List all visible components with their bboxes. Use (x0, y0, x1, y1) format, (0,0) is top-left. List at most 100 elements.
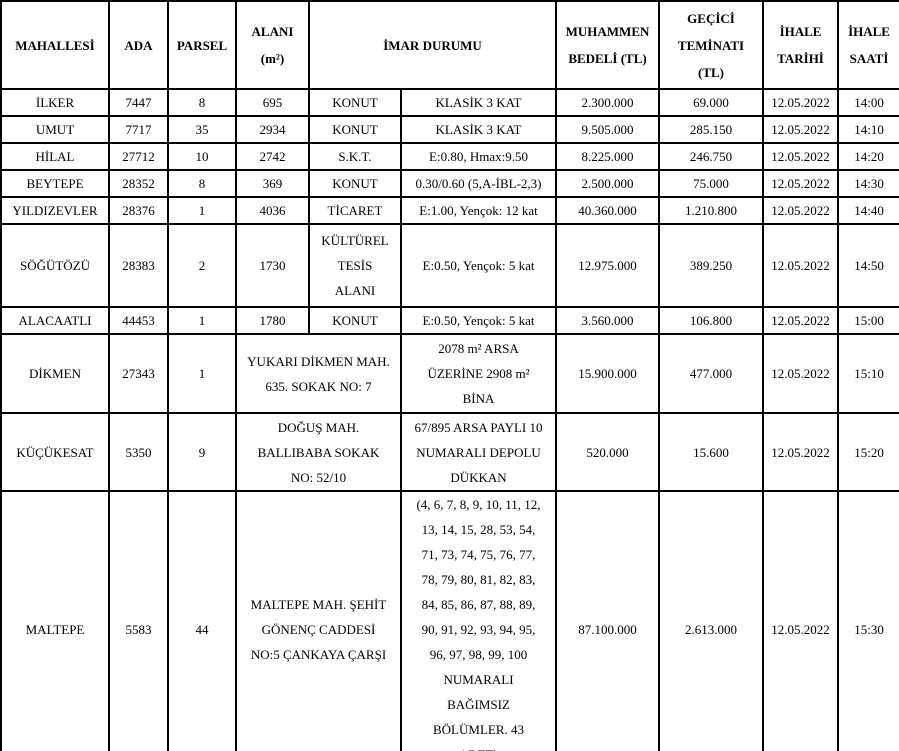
table-row-beytepe: BEYTEPE 28352 8 369 KONUT 0.30/0.60 (5,A… (0, 169, 899, 198)
cell-bedel: 9.505.000 (555, 115, 661, 144)
cell-imar-detay: E:1.00, Yençok: 12 kat (399, 196, 558, 225)
cell-ada: 28376 (108, 196, 169, 225)
cell-imar-detay: 67/895 ARSA PAYLI 10 NUMARALI DEPOLU DÜK… (399, 412, 558, 492)
cell-parsel: 8 (167, 169, 237, 198)
header-muhammen-bedeli: MUHAMMEN BEDELİ (TL) (555, 0, 661, 90)
cell-saat: 15:20 (837, 412, 899, 492)
cell-imar-detay: (4, 6, 7, 8, 9, 10, 11, 12, 13, 14, 15, … (399, 490, 558, 751)
cell-adres: DOĞUŞ MAH. BALLIBABA SOKAK NO: 52/10 (235, 412, 402, 492)
cell-mahalle: KÜÇÜKESAT (0, 412, 110, 492)
cell-saat: 14:40 (837, 196, 899, 225)
cell-bedel: 2.500.000 (555, 169, 661, 198)
header-alani: ALANI (m²) (235, 0, 310, 90)
cell-saat: 14:20 (837, 142, 899, 171)
cell-ada: 44453 (108, 306, 169, 335)
cell-ada: 7447 (108, 88, 169, 117)
cell-imar-detay: E:0.50, Yençok: 5 kat (399, 223, 558, 308)
cell-bedel: 8.225.000 (555, 142, 661, 171)
cell-ada: 7717 (108, 115, 169, 144)
cell-tarih: 12.05.2022 (762, 333, 840, 414)
cell-saat: 15:10 (837, 333, 899, 414)
cell-parsel: 9 (167, 412, 237, 492)
cell-imar-tip: KÜLTÜREL TESİS ALANI (308, 223, 402, 308)
cell-bedel: 12.975.000 (555, 223, 661, 308)
cell-tarih: 12.05.2022 (762, 169, 840, 198)
cell-bedel: 520.000 (555, 412, 661, 492)
cell-saat: 14:00 (837, 88, 899, 117)
cell-teminat: 75.000 (658, 169, 765, 198)
header-imar-durumu: İMAR DURUMU (307, 0, 558, 90)
cell-imar-tip: KONUT (308, 306, 402, 335)
cell-ada: 28352 (108, 169, 169, 198)
cell-imar-detay: KLASİK 3 KAT (399, 115, 558, 144)
cell-mahalle: ALACAATLI (0, 306, 110, 335)
header-ihale-tarihi: İHALE TARİHİ (762, 0, 840, 90)
cell-bedel: 15.900.000 (555, 333, 661, 414)
cell-bedel: 40.360.000 (555, 196, 661, 225)
table-row-hilal: HİLAL 27712 10 2742 S.K.T. E:0.80, Hmax:… (0, 142, 899, 171)
cell-alan: 1730 (235, 223, 310, 308)
cell-alan: 1780 (235, 306, 310, 335)
cell-bedel: 3.560.000 (555, 306, 661, 335)
cell-mahalle: MALTEPE (0, 490, 110, 751)
cell-alan: 2742 (235, 142, 310, 171)
cell-bedel: 2.300.000 (555, 88, 661, 117)
cell-imar-tip: S.K.T. (308, 142, 402, 171)
cell-saat: 15:00 (837, 306, 899, 335)
cell-saat: 14:10 (837, 115, 899, 144)
cell-adres: MALTEPE MAH. ŞEHİT GÖNENÇ CADDESİ NO:5 Ç… (235, 490, 402, 751)
table-row-maltepe: MALTEPE 5583 44 MALTEPE MAH. ŞEHİT GÖNEN… (0, 490, 899, 751)
cell-saat: 14:50 (837, 223, 899, 308)
table-row-alacaatli: ALACAATLI 44453 1 1780 KONUT E:0.50, Yen… (0, 306, 899, 335)
cell-imar-detay: 2078 m² ARSA ÜZERİNE 2908 m² BİNA (399, 333, 558, 414)
cell-imar-detay: E:0.50, Yençok: 5 kat (399, 306, 558, 335)
cell-mahalle: HİLAL (0, 142, 110, 171)
cell-imar-tip: KONUT (308, 115, 402, 144)
cell-imar-detay: 0.30/0.60 (5,A-İBL-2,3) (399, 169, 558, 198)
cell-ada: 5583 (108, 490, 169, 751)
cell-ada: 28383 (108, 223, 169, 308)
cell-teminat: 477.000 (658, 333, 765, 414)
cell-imar-tip: KONUT (308, 88, 402, 117)
cell-tarih: 12.05.2022 (762, 306, 840, 335)
cell-parsel: 35 (167, 115, 237, 144)
table-row-dikmen: DİKMEN 27343 1 YUKARI DİKMEN MAH. 635. S… (0, 333, 899, 414)
cell-bedel: 87.100.000 (555, 490, 661, 751)
cell-teminat: 69.000 (658, 88, 765, 117)
table-row-yildizevler: YILDIZEVLER 28376 1 4036 TİCARET E:1.00,… (0, 196, 899, 225)
cell-teminat: 106.800 (658, 306, 765, 335)
cell-imar-tip: TİCARET (308, 196, 402, 225)
cell-parsel: 1 (167, 306, 237, 335)
cell-mahalle: UMUT (0, 115, 110, 144)
cell-imar-detay: KLASİK 3 KAT (399, 88, 558, 117)
table-row-umut: UMUT 7717 35 2934 KONUT KLASİK 3 KAT 9.5… (0, 115, 899, 144)
cell-teminat: 1.210.800 (658, 196, 765, 225)
cell-alan: 2934 (235, 115, 310, 144)
cell-saat: 14:30 (837, 169, 899, 198)
table-row-ilker: İLKER 7447 8 695 KONUT KLASİK 3 KAT 2.30… (0, 88, 899, 117)
cell-mahalle: İLKER (0, 88, 110, 117)
table-row-kucukesat: KÜÇÜKESAT 5350 9 DOĞUŞ MAH. BALLIBABA SO… (0, 412, 899, 492)
cell-ada: 5350 (108, 412, 169, 492)
cell-parsel: 1 (167, 333, 237, 414)
cell-teminat: 2.613.000 (658, 490, 765, 751)
header-mahallesi: MAHALLESİ (0, 0, 110, 90)
cell-mahalle: DİKMEN (0, 333, 110, 414)
cell-imar-tip: KONUT (308, 169, 402, 198)
cell-parsel: 2 (167, 223, 237, 308)
cell-tarih: 12.05.2022 (762, 115, 840, 144)
cell-imar-detay: E:0.80, Hmax:9.50 (399, 142, 558, 171)
header-ihale-saati: İHALE SAATİ (837, 0, 899, 90)
header-gecici-teminati: GEÇİCİ TEMİNATI (TL) (658, 0, 765, 90)
header-parsel: PARSEL (167, 0, 237, 90)
cell-mahalle: SÖĞÜTÖZÜ (0, 223, 110, 308)
header-row: MAHALLESİ ADA PARSEL ALANI (m²) İMAR DUR… (0, 0, 899, 90)
header-ada: ADA (108, 0, 169, 90)
cell-parsel: 44 (167, 490, 237, 751)
cell-parsel: 10 (167, 142, 237, 171)
cell-parsel: 8 (167, 88, 237, 117)
table-row-sogutozu: SÖĞÜTÖZÜ 28383 2 1730 KÜLTÜREL TESİS ALA… (0, 223, 899, 308)
cell-tarih: 12.05.2022 (762, 223, 840, 308)
